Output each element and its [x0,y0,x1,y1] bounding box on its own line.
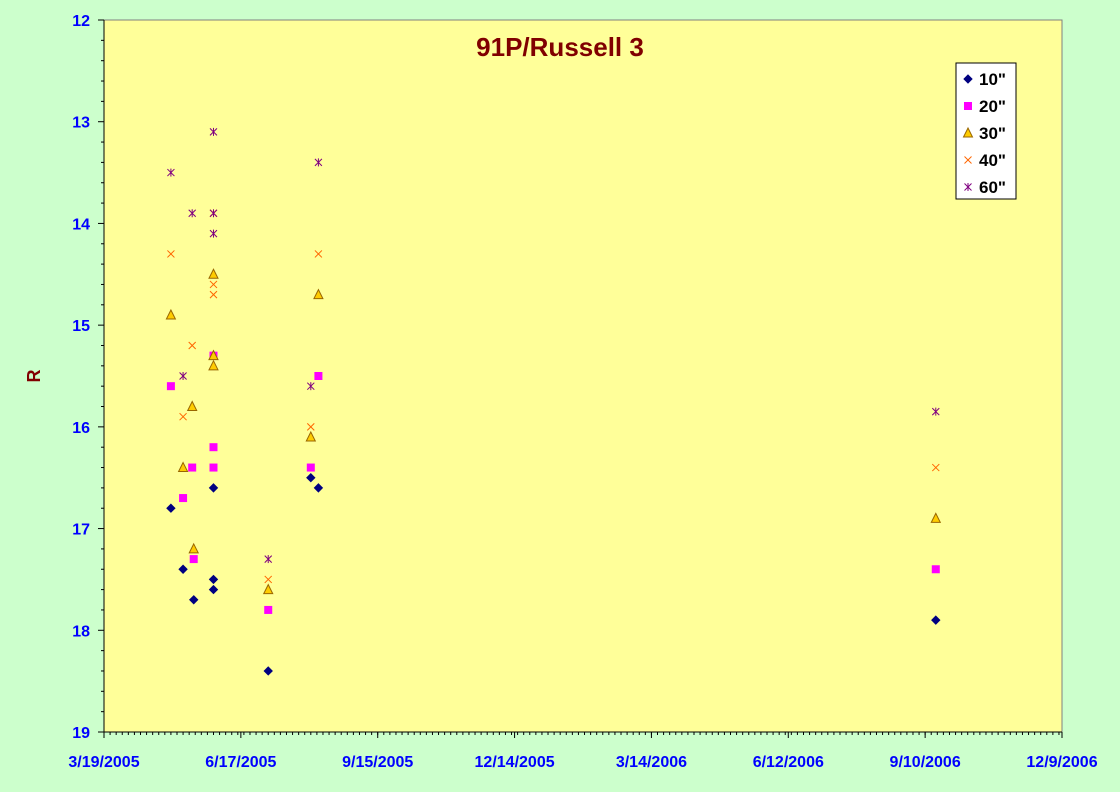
legend-label: 40" [979,151,1006,170]
data-point-x [314,250,323,258]
x-tick-label: 6/17/2005 [205,754,276,771]
data-point-square [314,372,323,380]
data-point-triangle [208,349,219,361]
data-point-square [931,565,940,574]
data-point-diamond [208,584,219,595]
legend-marker-square [964,102,972,110]
data-point-x [264,575,273,584]
data-point-asterisk [209,209,218,218]
data-point-diamond [189,595,199,605]
x-tick-label: 6/12/2006 [753,754,824,771]
data-point-diamond [208,483,219,493]
x-tick-label: 12/9/2006 [1026,754,1097,771]
data-point-diamond [166,503,176,513]
y-tick-label: 19 [72,725,90,742]
data-point-x [209,290,218,299]
legend-label: 60" [979,178,1006,197]
legend-marker-asterisk [964,183,972,191]
data-point-triangle [165,308,177,320]
data-point-asterisk [314,158,323,167]
data-point-square [188,463,197,472]
data-point-triangle [177,461,189,473]
legend-label: 30" [979,124,1006,143]
data-point-diamond [178,564,188,574]
legend-marker-triangle [962,126,974,138]
x-tick-label: 3/14/2006 [616,754,687,771]
data-point-x [209,280,218,289]
x-tick-label: 12/14/2005 [475,754,555,771]
data-point-square [166,382,175,391]
data-point-x [931,463,940,472]
y-axis: 12 13 14 15 16 17 18 19 [72,13,105,742]
x-tick-label: 9/10/2006 [890,754,961,771]
data-point-asterisk [167,168,175,177]
x-tick-label: 9/15/2005 [342,754,413,771]
data-point-x [179,412,187,421]
y-tick-label: 13 [72,115,90,132]
legend-marker-diamond [963,74,973,84]
legend-label: 20" [979,97,1006,116]
data-point-triangle [262,583,274,595]
data-point-x [188,341,197,350]
data-point-triangle [930,512,942,523]
plot-area [103,19,1063,733]
y-tick-label: 17 [72,522,90,539]
data-point-square [264,605,273,614]
y-tick-label: 14 [72,216,90,233]
chart-title: 91P/Russell 3 [476,32,644,62]
y-tick-label: 12 [72,13,90,30]
x-axis: 3/19/2005 6/17/2005 9/15/2005 12/14/2005 3/1… [68,731,1098,771]
data-point-asterisk [209,229,218,238]
legend: 10" 20" 30" 40" 60" [955,62,1017,200]
data-point-triangle [208,359,219,371]
data-point-asterisk [306,382,315,391]
y-tick-label: 16 [72,420,90,437]
data-point-x [306,423,315,431]
legend-label: 10" [979,70,1006,89]
data-point-asterisk [188,209,197,218]
data-points [165,127,942,676]
y-tick-label: 15 [72,318,90,335]
data-point-square [189,555,198,564]
data-point-asterisk [264,555,273,564]
data-point-triangle [188,542,200,554]
y-tick-label: 18 [72,623,90,640]
data-point-triangle [305,430,317,442]
data-point-x [167,250,175,258]
data-point-asterisk [179,372,187,380]
data-point-square [209,463,218,472]
legend-marker-x [964,156,972,164]
data-point-diamond [931,615,941,625]
x-tick-label: 3/19/2005 [68,754,139,771]
data-point-diamond [208,574,219,585]
data-point-square [209,443,218,452]
data-point-asterisk [209,127,218,136]
data-point-square [179,494,188,503]
y-axis-label: R [24,370,44,383]
data-point-square [306,463,315,472]
data-point-triangle [186,400,198,412]
data-point-diamond [313,483,324,493]
data-point-triangle [313,288,324,300]
data-point-diamond [263,666,273,676]
data-point-triangle [208,268,219,279]
data-point-asterisk [931,407,940,416]
data-point-diamond [306,473,316,483]
